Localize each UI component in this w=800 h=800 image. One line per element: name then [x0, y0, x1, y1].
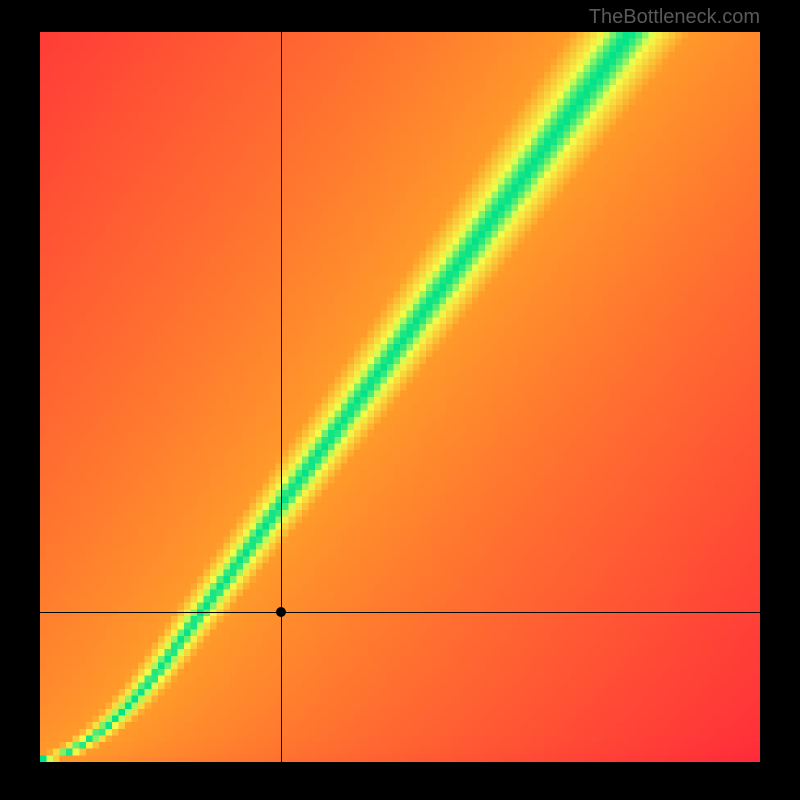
crosshair-vertical-line: [281, 32, 282, 762]
crosshair-marker-dot: [276, 607, 286, 617]
watermark-text: TheBottleneck.com: [589, 6, 760, 29]
heatmap-plot-area: [40, 32, 760, 762]
crosshair-horizontal-line: [40, 612, 760, 613]
heatmap-canvas: [40, 32, 760, 762]
